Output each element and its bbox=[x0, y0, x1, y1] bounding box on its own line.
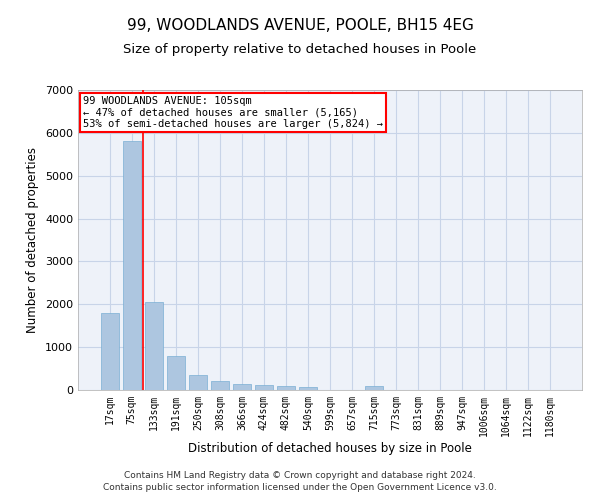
Bar bbox=[365, 386, 383, 390]
Bar bbox=[145, 302, 163, 390]
Bar bbox=[167, 356, 185, 390]
X-axis label: Distribution of detached houses by size in Poole: Distribution of detached houses by size … bbox=[188, 442, 472, 454]
Text: Size of property relative to detached houses in Poole: Size of property relative to detached ho… bbox=[124, 42, 476, 56]
Text: 99 WOODLANDS AVENUE: 105sqm
← 47% of detached houses are smaller (5,165)
53% of : 99 WOODLANDS AVENUE: 105sqm ← 47% of det… bbox=[83, 96, 383, 129]
Bar bbox=[255, 385, 273, 390]
Bar bbox=[233, 384, 251, 390]
Bar bbox=[123, 142, 140, 390]
Bar bbox=[299, 386, 317, 390]
Bar bbox=[101, 313, 119, 390]
Text: 99, WOODLANDS AVENUE, POOLE, BH15 4EG: 99, WOODLANDS AVENUE, POOLE, BH15 4EG bbox=[127, 18, 473, 32]
Y-axis label: Number of detached properties: Number of detached properties bbox=[26, 147, 40, 333]
Bar bbox=[189, 375, 206, 390]
Bar bbox=[211, 382, 229, 390]
Bar bbox=[277, 386, 295, 390]
Text: Contains HM Land Registry data © Crown copyright and database right 2024.
Contai: Contains HM Land Registry data © Crown c… bbox=[103, 471, 497, 492]
